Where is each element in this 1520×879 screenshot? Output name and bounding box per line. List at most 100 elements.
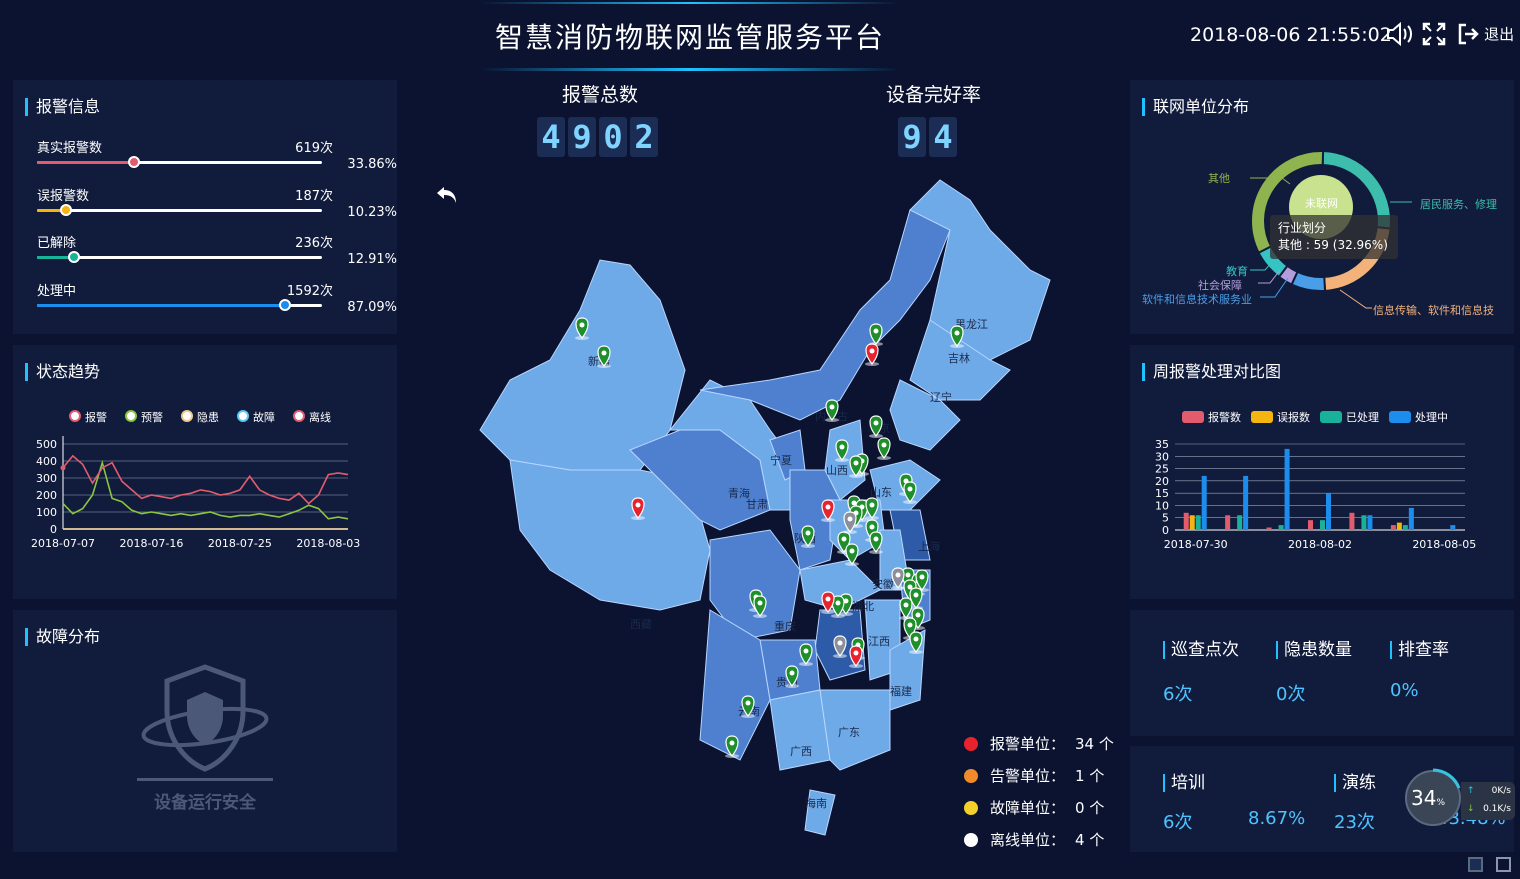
- map-marker-normal[interactable]: [597, 345, 611, 368]
- bar[interactable]: [1225, 515, 1231, 530]
- map-marker-normal[interactable]: [849, 455, 863, 478]
- back-arrow-icon[interactable]: [435, 185, 459, 205]
- bar[interactable]: [1201, 475, 1207, 530]
- donut-slice[interactable]: [1250, 150, 1325, 255]
- map-province-yunnan[interactable]: [699, 609, 771, 761]
- map-marker-alarm-dot: [825, 504, 831, 510]
- china-map[interactable]: 黑龙江吉林辽宁内蒙古宁夏山西青海甘肃山东陕西安徽湖北西藏重庆江西贵州福建广东广西…: [470, 170, 1070, 850]
- map-marker-normal[interactable]: [801, 525, 815, 548]
- map-marker-normal[interactable]: [725, 735, 739, 758]
- legend-swatch: [69, 410, 81, 422]
- map-province-hainan[interactable]: [804, 789, 836, 836]
- map-marker-alarm[interactable]: [821, 499, 835, 522]
- map-marker-normal[interactable]: [950, 325, 964, 348]
- legend-item[interactable]: 报警: [61, 409, 107, 425]
- map-marker-normal[interactable]: [785, 665, 799, 688]
- alarm-progress-knob[interactable]: [127, 156, 140, 168]
- volume-icon[interactable]: [1385, 20, 1415, 48]
- bar[interactable]: [1284, 448, 1290, 530]
- map-province-neimenggu[interactable]: [699, 189, 951, 421]
- legend-label: 误报数: [1277, 411, 1310, 424]
- map-province-liaoning[interactable]: [889, 379, 961, 451]
- bar[interactable]: [1367, 515, 1373, 530]
- bar[interactable]: [1402, 525, 1408, 530]
- map-province-xinjiang[interactable]: [479, 259, 686, 471]
- bar[interactable]: [1243, 475, 1249, 530]
- legend-label: 报警数: [1208, 411, 1241, 424]
- alarm-row: 误报警数 187次 10.23%: [37, 185, 397, 220]
- map-marker-normal[interactable]: [799, 643, 813, 666]
- map-province-heilongjiang[interactable]: [909, 179, 1051, 361]
- map-province-xizang[interactable]: [509, 459, 711, 611]
- map-marker-normal[interactable]: [575, 317, 589, 340]
- map-marker-normal[interactable]: [753, 595, 767, 618]
- legend-item[interactable]: 预警: [117, 409, 163, 425]
- alarm-progress-knob[interactable]: [67, 251, 80, 263]
- legend-item[interactable]: 误报数: [1251, 409, 1310, 425]
- legend-item[interactable]: 已处理: [1320, 409, 1379, 425]
- bar[interactable]: [1237, 515, 1243, 530]
- bar[interactable]: [1349, 512, 1355, 530]
- map-province-sichuan[interactable]: [709, 529, 801, 641]
- map-marker-alarm[interactable]: [821, 591, 835, 614]
- map-legend-item[interactable]: 离线单位： 4 个: [964, 829, 1104, 850]
- net-units-panel: 联网单位分布 未联网 行业划分 其他 : 59 (32.96%) 其他 居民服务…: [1130, 80, 1514, 334]
- map-legend-item[interactable]: 故障单位： 0 个: [964, 797, 1104, 818]
- layout-toggle-1[interactable]: [1468, 857, 1483, 872]
- bar[interactable]: [1308, 520, 1313, 530]
- map-province-label: 重庆: [774, 619, 796, 633]
- map-legend-label: 报警单位：: [990, 735, 1066, 753]
- map-marker-offline[interactable]: [843, 511, 857, 534]
- bar[interactable]: [1361, 515, 1367, 530]
- map-marker-offline[interactable]: [891, 567, 905, 590]
- map-marker-offline[interactable]: [833, 635, 847, 658]
- map-marker-alarm[interactable]: [631, 497, 645, 520]
- legend-item[interactable]: 离线: [285, 409, 331, 425]
- map-marker-normal[interactable]: [865, 497, 879, 520]
- map-marker-normal[interactable]: [835, 439, 849, 462]
- map-marker-alarm[interactable]: [849, 645, 863, 668]
- alarm-progress-knob[interactable]: [279, 298, 292, 311]
- logout-button[interactable]: 退出: [1457, 22, 1514, 46]
- map-province-jilin[interactable]: [909, 319, 1011, 401]
- network-percent-arc: [1432, 768, 1461, 789]
- map-legend-item[interactable]: 报警单位： 34 个: [964, 733, 1114, 754]
- bar[interactable]: [1195, 515, 1201, 530]
- map-marker-normal[interactable]: [909, 631, 923, 654]
- map-marker-normal[interactable]: [903, 481, 917, 504]
- bar[interactable]: [1390, 525, 1396, 530]
- map-marker-normal[interactable]: [899, 597, 913, 620]
- map-marker-normal[interactable]: [741, 695, 755, 718]
- bar[interactable]: [1408, 507, 1414, 530]
- map-marker-normal[interactable]: [825, 399, 839, 422]
- map-province-hubei[interactable]: [799, 559, 881, 611]
- bar[interactable]: [1189, 515, 1195, 530]
- map-marker-alarm[interactable]: [865, 343, 879, 366]
- alarm-pct: 10.23%: [347, 204, 397, 220]
- alarm-progress-knob[interactable]: [60, 203, 73, 216]
- map-marker-normal[interactable]: [869, 323, 883, 346]
- map-marker-normal[interactable]: [831, 595, 845, 618]
- bar[interactable]: [1278, 525, 1284, 530]
- fault-dist-panel: 故障分布 设备运行安全: [13, 610, 397, 852]
- map-marker-normal[interactable]: [869, 415, 883, 438]
- map-legend-item[interactable]: 告警单位： 1 个: [964, 765, 1104, 786]
- map-province-guangxi[interactable]: [769, 689, 831, 771]
- bar[interactable]: [1183, 512, 1189, 530]
- layout-toggle-2[interactable]: [1496, 857, 1511, 872]
- bar[interactable]: [1450, 525, 1456, 530]
- map-province-guangdong[interactable]: [819, 689, 891, 771]
- legend-item[interactable]: 故障: [229, 409, 275, 425]
- legend-item[interactable]: 处理中: [1389, 409, 1448, 425]
- map-marker-normal[interactable]: [869, 531, 883, 554]
- bar[interactable]: [1266, 527, 1272, 530]
- legend-item[interactable]: 隐患: [173, 409, 219, 425]
- fullscreen-icon[interactable]: [1422, 22, 1446, 46]
- bar[interactable]: [1396, 522, 1402, 530]
- map-marker-normal[interactable]: [877, 437, 891, 460]
- map-marker-normal[interactable]: [845, 543, 859, 566]
- bar[interactable]: [1326, 493, 1331, 530]
- network-speed-widget[interactable]: 34% ↑ 0K/s ↓ 0.1K/s: [1405, 768, 1515, 832]
- legend-item[interactable]: 报警数: [1182, 409, 1241, 425]
- bar[interactable]: [1320, 520, 1325, 530]
